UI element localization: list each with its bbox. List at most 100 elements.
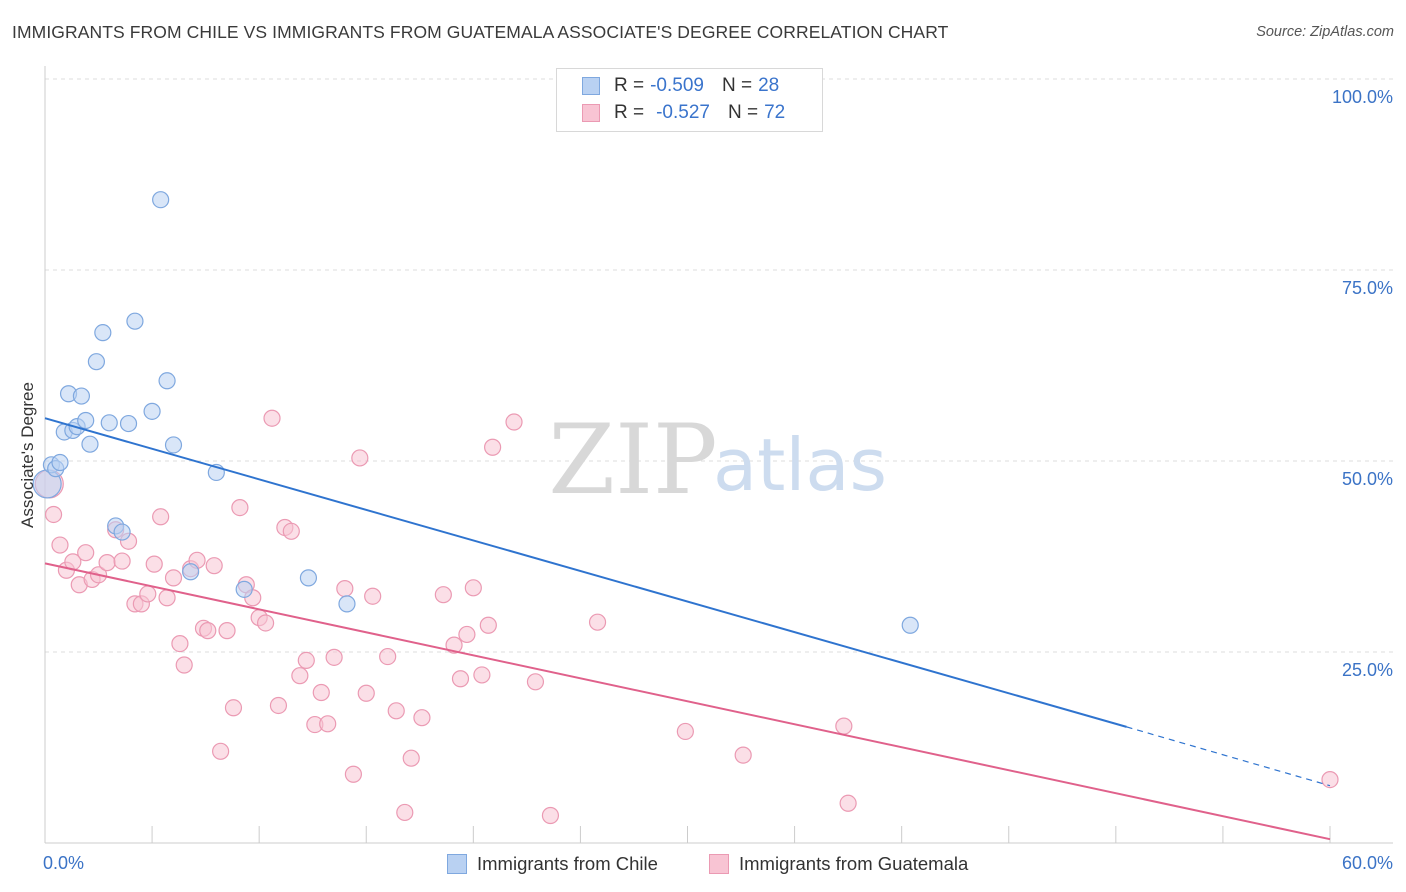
guatemala-point (231, 499, 249, 517)
chile-points (32, 191, 919, 634)
chart-title: IMMIGRANTS FROM CHILE VS IMMIGRANTS FROM… (12, 22, 949, 42)
watermark-atlas: atlas (713, 423, 887, 507)
chile-point (119, 414, 138, 433)
guatemala-point (473, 666, 491, 684)
chile-point (143, 402, 161, 420)
chile-point (158, 372, 176, 390)
guatemala-point (479, 616, 497, 634)
legend-guatemala-swatch (709, 854, 729, 874)
guatemala-point (445, 636, 463, 654)
r-value-chile: -0.509 (650, 75, 704, 96)
guatemala-point (158, 589, 176, 607)
guatemala-point (1321, 770, 1339, 789)
guatemala-point (212, 742, 230, 760)
legend-chile-label: Immigrants from Chile (477, 853, 658, 874)
tick-labels: 100.0% 75.0% 50.0% 25.0% 0.0% 60.0% (43, 87, 1393, 873)
guatemala-point (199, 622, 217, 640)
legend-guatemala-label: Immigrants from Guatemala (739, 853, 969, 874)
guatemala-point (484, 438, 502, 456)
y-tick-label: 50.0% (1342, 469, 1393, 489)
correlation-stats-box: R = -0.509 N = 28 R = -0.527 N = 72 (556, 68, 823, 132)
guatemala-point (588, 613, 607, 631)
chile-point (338, 595, 356, 613)
chile-trend-extension (1126, 726, 1331, 787)
guatemala-trend-line (44, 562, 1331, 841)
watermark: ZIP atlas (548, 404, 887, 516)
guatemala-point (379, 647, 397, 666)
chile-point (235, 580, 253, 598)
chile-point (77, 411, 95, 430)
guatemala-point (351, 449, 369, 467)
source-credit: Source: ZipAtlas.com (1256, 24, 1394, 40)
stats-row-chile: R = -0.509 N = 28 (557, 73, 822, 99)
guatemala-point (145, 555, 163, 573)
axes (44, 66, 1393, 844)
stats-row-guatemala: R = -0.527 N = 72 (557, 100, 822, 126)
guatemala-point (282, 522, 300, 540)
trend-lines (44, 417, 1331, 841)
guatemala-point (676, 722, 694, 741)
n-label: N = (721, 75, 753, 96)
guatemala-point (434, 586, 452, 604)
guatemala-point (312, 683, 330, 702)
chile-point (113, 523, 131, 541)
chile-point (81, 435, 99, 453)
guatemala-swatch (582, 104, 600, 122)
guatemala-point (152, 508, 170, 526)
r-label: R = (614, 75, 645, 96)
guatemala-point (164, 569, 183, 587)
guatemala-point (364, 587, 382, 605)
guatemala-point (336, 579, 354, 598)
guatemala-point (458, 625, 476, 644)
r-value-guatemala: -0.527 (656, 102, 710, 123)
guatemala-point (51, 536, 69, 554)
chile-swatch (582, 77, 600, 95)
guatemala-point (526, 673, 545, 691)
guatemala-point (451, 670, 470, 688)
guatemala-point (269, 696, 288, 715)
guatemala-point (396, 803, 414, 822)
guatemala-point (224, 699, 243, 717)
guatemala-point (325, 648, 343, 666)
chile-point (164, 436, 183, 454)
chile-point (901, 616, 919, 634)
guatemala-point (839, 794, 857, 812)
x-tick-label: 60.0% (1342, 853, 1393, 873)
legend-chile-swatch (447, 854, 467, 874)
chile-point (182, 563, 200, 581)
chile-point (100, 414, 118, 432)
y-axis-label: Associate's Degree (18, 382, 37, 528)
guatemala-point (205, 557, 223, 575)
guatemala-point (98, 554, 116, 572)
guatemala-point (541, 806, 560, 825)
chile-point (87, 353, 106, 371)
guatemala-point (505, 413, 523, 431)
chile-point (94, 324, 112, 342)
guatemala-point (344, 765, 362, 783)
legend-item-chile[interactable]: Immigrants from Chile (447, 852, 658, 876)
guatemala-point (413, 709, 431, 727)
guatemala-point (464, 579, 482, 597)
guatemala-point (319, 715, 337, 733)
chile-point (126, 312, 144, 330)
n-value-guatemala: 72 (764, 102, 786, 123)
y-tick-label: 100.0% (1332, 87, 1393, 107)
guatemala-point (44, 505, 63, 524)
chile-point (72, 387, 91, 405)
legend-item-guatemala[interactable]: Immigrants from Guatemala (709, 852, 968, 876)
chile-trend-line (44, 417, 1127, 728)
guatemala-point (291, 667, 309, 685)
guatemala-point (387, 702, 405, 720)
guatemala-point (734, 746, 752, 764)
guatemala-point (77, 544, 95, 562)
watermark-zip: ZIP (548, 404, 717, 516)
n-value-chile: 28 (758, 75, 780, 96)
guatemala-point (139, 585, 157, 603)
guatemala-point (402, 749, 420, 767)
guatemala-point (113, 552, 131, 570)
chile-point (152, 191, 170, 209)
chile-point (299, 569, 318, 587)
r-label: R = (614, 102, 645, 123)
chile-point (51, 453, 69, 472)
